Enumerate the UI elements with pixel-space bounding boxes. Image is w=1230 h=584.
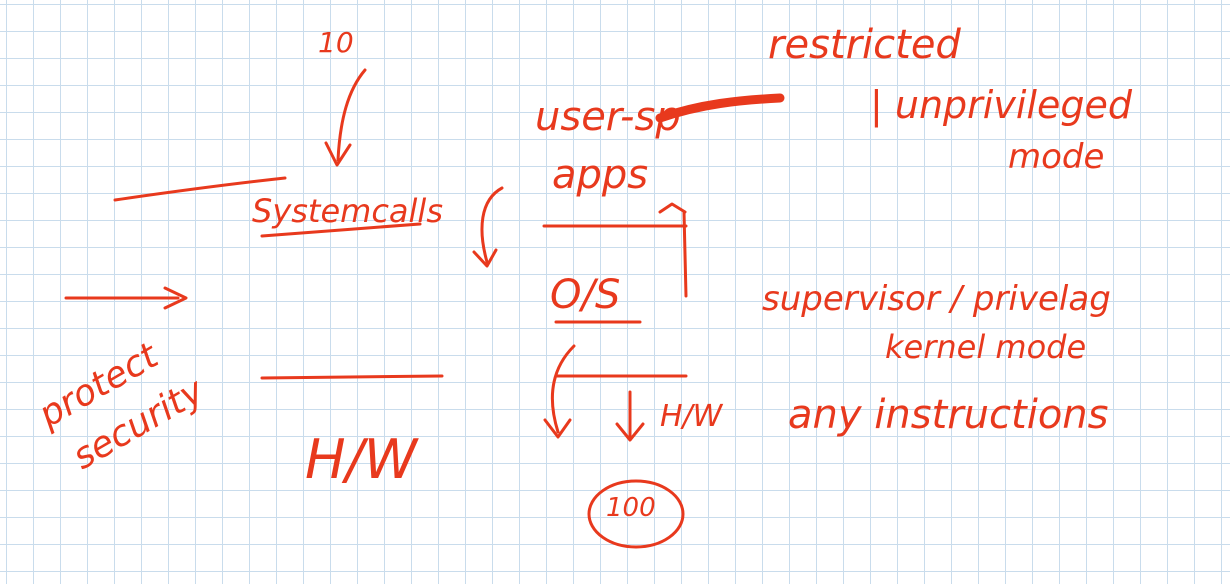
hw-down-arrowhead bbox=[615, 422, 645, 442]
restricted-label: restricted bbox=[768, 22, 961, 68]
kernel-mode-label: kernel mode bbox=[885, 328, 1086, 366]
hw-left-label: H/W bbox=[305, 428, 420, 491]
hw-curve-arrow bbox=[550, 344, 576, 434]
any-instructions-label: any instructions bbox=[788, 392, 1109, 438]
boundary-up-arrowhead bbox=[658, 202, 687, 214]
syscall-curve-arrowhead bbox=[472, 248, 498, 268]
io-arrow bbox=[336, 68, 367, 162]
system-calls-underline bbox=[260, 222, 422, 238]
hw-curve-arrowhead bbox=[543, 418, 572, 439]
apps-label: apps bbox=[552, 152, 648, 198]
kernel-hw-boundary-left bbox=[260, 374, 444, 380]
system-calls-top-line bbox=[113, 176, 287, 202]
mode-top-label: mode bbox=[1008, 137, 1104, 177]
user-space-strikethrough bbox=[655, 93, 785, 123]
boundary-up-arrow-shaft bbox=[682, 210, 688, 298]
hundred-circle bbox=[587, 479, 685, 549]
io-arrowhead bbox=[324, 141, 352, 167]
syscall-curve-arrow bbox=[480, 186, 504, 264]
protect-arrowhead bbox=[163, 286, 188, 310]
unprivileged-label: | unprivileged bbox=[870, 83, 1133, 128]
hundred-label: 100 bbox=[606, 493, 656, 523]
io-count-label: 10 bbox=[318, 26, 354, 59]
supervisor-label: supervisor / privelag bbox=[762, 279, 1111, 319]
os-label: O/S bbox=[550, 272, 620, 318]
hw-right-label: H/W bbox=[660, 399, 724, 434]
